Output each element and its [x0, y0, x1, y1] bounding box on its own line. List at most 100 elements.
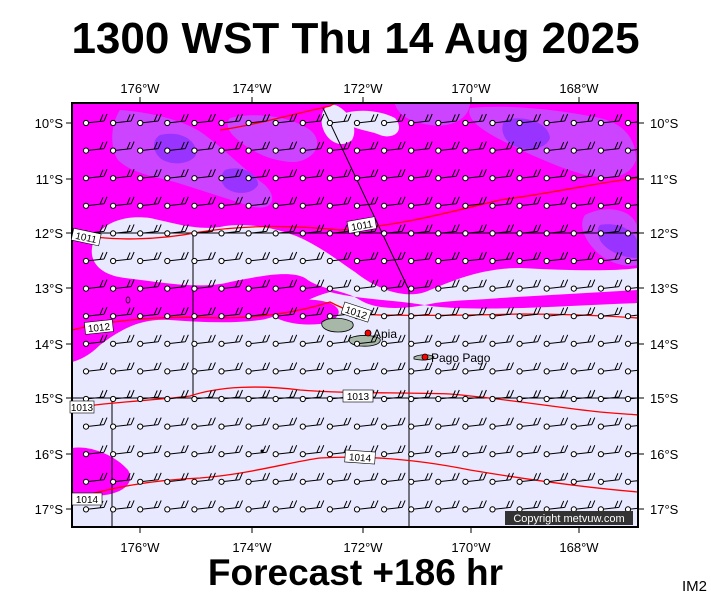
station-dot [624, 340, 632, 347]
station-dot [353, 175, 361, 182]
station-dot [191, 119, 198, 127]
station-dot [381, 147, 388, 154]
lon-label-bottom-172: 172°W [343, 540, 383, 555]
station-dot [164, 313, 171, 320]
station-dot [408, 423, 415, 430]
station-dot [272, 478, 279, 485]
lon-label-bottom-168: 168°W [559, 540, 599, 555]
station-dot [543, 147, 550, 154]
station-dot [597, 395, 605, 403]
station-dot [624, 478, 632, 485]
station-dot [408, 202, 415, 209]
station-dot [597, 451, 605, 458]
station-dot [326, 257, 333, 265]
station-dot [191, 478, 198, 485]
lat-labels-left: 10°S 11°S 12°S 13°S 14°S 15°S 16°S 17°S [35, 116, 64, 517]
station-dot [164, 506, 171, 513]
station-dot [516, 230, 523, 237]
station-dot [543, 451, 550, 458]
station-dot [516, 257, 523, 265]
station-dot [110, 230, 117, 237]
lat-label-right-10: 10°S [650, 116, 679, 131]
station-dot [82, 451, 90, 458]
station-dot [435, 119, 442, 127]
station-dot [462, 230, 469, 237]
station-dot [597, 285, 605, 292]
station-dot [597, 313, 605, 320]
station-dot [381, 313, 388, 320]
station-dot [597, 119, 605, 127]
station-dot [191, 340, 198, 347]
station-dot [110, 478, 117, 485]
lon-label-top-174: 174°W [232, 81, 272, 96]
station-dot [570, 119, 577, 127]
station-dot [597, 202, 605, 209]
station-dot [164, 202, 171, 209]
station-dot [489, 147, 496, 154]
station-dot [462, 202, 469, 209]
lon-label-bottom-174: 174°W [232, 540, 272, 555]
station-dot [462, 257, 469, 265]
apia-marker [364, 329, 372, 337]
station-dot [218, 147, 225, 154]
station-dot [543, 257, 550, 265]
station-dot [489, 285, 496, 292]
station-dot [299, 506, 306, 513]
station-dot [137, 202, 144, 209]
station-dot [353, 202, 361, 209]
station-dot [164, 285, 171, 292]
station-dot [462, 119, 469, 127]
station-dot [543, 119, 550, 127]
station-dot [624, 257, 632, 265]
station-dot [435, 285, 442, 292]
station-dot [137, 506, 144, 513]
station-dot [137, 257, 144, 265]
lon-label-bottom-176: 176°W [120, 540, 160, 555]
lon-label-bottom-170: 170°W [451, 540, 491, 555]
violet-region-center [227, 115, 318, 162]
station-dot [272, 230, 279, 237]
station-dot [326, 423, 333, 430]
station-dot [624, 202, 632, 209]
station-dot [381, 285, 388, 292]
station-dot [82, 368, 90, 375]
station-dot [191, 257, 198, 265]
station-dot [299, 368, 306, 375]
station-dot [516, 395, 523, 403]
station-dot [326, 506, 333, 513]
station-dot [516, 478, 523, 485]
station-dot [516, 175, 523, 182]
station-dot [570, 395, 577, 403]
lon-labels-bottom: 176°W 174°W 172°W 170°W 168°W [120, 540, 599, 555]
station-dot [462, 313, 469, 320]
station-dot [353, 147, 361, 154]
station-dot [408, 257, 415, 265]
station-dot [164, 451, 171, 458]
station-dot [516, 340, 523, 347]
station-dot [516, 147, 523, 154]
station-dot [299, 478, 306, 485]
station-dot [110, 257, 117, 265]
station-dot [353, 506, 361, 513]
station-dot [462, 147, 469, 154]
isobar-label-1011-center: 1011 [351, 219, 375, 234]
station-dot [299, 451, 306, 458]
station-dot [435, 478, 442, 485]
chart-title: 1300 WST Thu 14 Aug 2025 [71, 14, 640, 63]
lon-labels-top: 176°W 174°W 172°W 170°W 168°W [120, 81, 599, 96]
station-dot [191, 368, 198, 375]
station-dot [381, 119, 388, 127]
station-dot [408, 506, 415, 513]
purple-spot-2 [221, 168, 258, 193]
station-dot [137, 230, 144, 237]
pago-pago-label: Pago Pago [431, 351, 491, 365]
station-dot [435, 147, 442, 154]
station-dot [462, 368, 469, 375]
station-dot [381, 202, 388, 209]
station-dot [408, 368, 415, 375]
station-dot [272, 313, 279, 320]
station-dot [597, 423, 605, 430]
station-dot [272, 395, 279, 403]
lat-label-right-16: 16°S [650, 447, 679, 462]
station-dot [570, 368, 577, 375]
